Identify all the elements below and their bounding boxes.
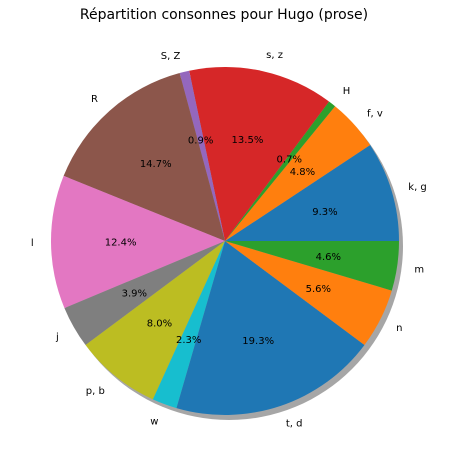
slice-pct-w: 2.3%: [176, 335, 201, 346]
slice-label-m: m: [414, 265, 424, 276]
slice-label-s-z: s, z: [266, 50, 283, 61]
pie-slice-l: [50, 175, 225, 309]
pie-slice-f-v: [225, 106, 371, 242]
slice-pct-n: 5.6%: [306, 284, 331, 295]
pie-labels: k, g 9.3% f, v 4.8% H 0.7% s, z 13.5% S, Z 0.9% R 1…: [31, 50, 427, 429]
pie-slice-k-g: [225, 145, 399, 241]
slice-label-s-z: S, Z: [161, 51, 181, 62]
slice-pct-l: 12.4%: [105, 238, 137, 249]
slice-pct-h: 0.7%: [277, 155, 302, 166]
pie-slice-r: [63, 73, 226, 242]
chart-title: Répartition consonnes pour Hugo (prose): [80, 7, 368, 23]
slice-label-r: R: [91, 94, 98, 105]
slice-pct-j: 3.9%: [122, 289, 147, 300]
slice-label-w: w: [150, 416, 158, 427]
slice-pct-s-z: 13.5%: [232, 135, 264, 146]
pie-slice-n: [225, 241, 392, 346]
pie-slice-s-z: [189, 67, 330, 241]
pie-slice-m: [225, 241, 399, 291]
pie-slice-s-z: [179, 70, 225, 241]
pie-slices: [50, 67, 399, 415]
pie-slice-h: [225, 101, 336, 241]
slice-pct-t-d: 19.3%: [242, 336, 274, 347]
slice-pct-r: 14.7%: [140, 159, 172, 170]
slice-pct-p-b: 8.0%: [147, 318, 172, 329]
slice-label-l: l: [31, 238, 34, 249]
pie-slice-j: [64, 241, 225, 346]
pie-slice-t-d: [176, 241, 365, 415]
slice-pct-m: 4.6%: [316, 252, 341, 263]
pie-slice-p-b: [85, 241, 225, 400]
slice-label-j: j: [55, 332, 59, 343]
slice-pct-k-g: 9.3%: [312, 207, 337, 218]
slice-label-k-g: k, g: [408, 182, 427, 193]
slice-label-f-v: f, v: [367, 109, 383, 120]
slice-pct-s-z: 0.9%: [188, 135, 213, 146]
pie-slice-w: [152, 241, 225, 409]
slice-label-p-b: p, b: [86, 386, 105, 397]
slice-label-n: n: [396, 323, 402, 334]
slice-pct-f-v: 4.8%: [290, 167, 315, 178]
slice-label-h: H: [343, 86, 351, 97]
slice-label-t-d: t, d: [286, 418, 303, 429]
